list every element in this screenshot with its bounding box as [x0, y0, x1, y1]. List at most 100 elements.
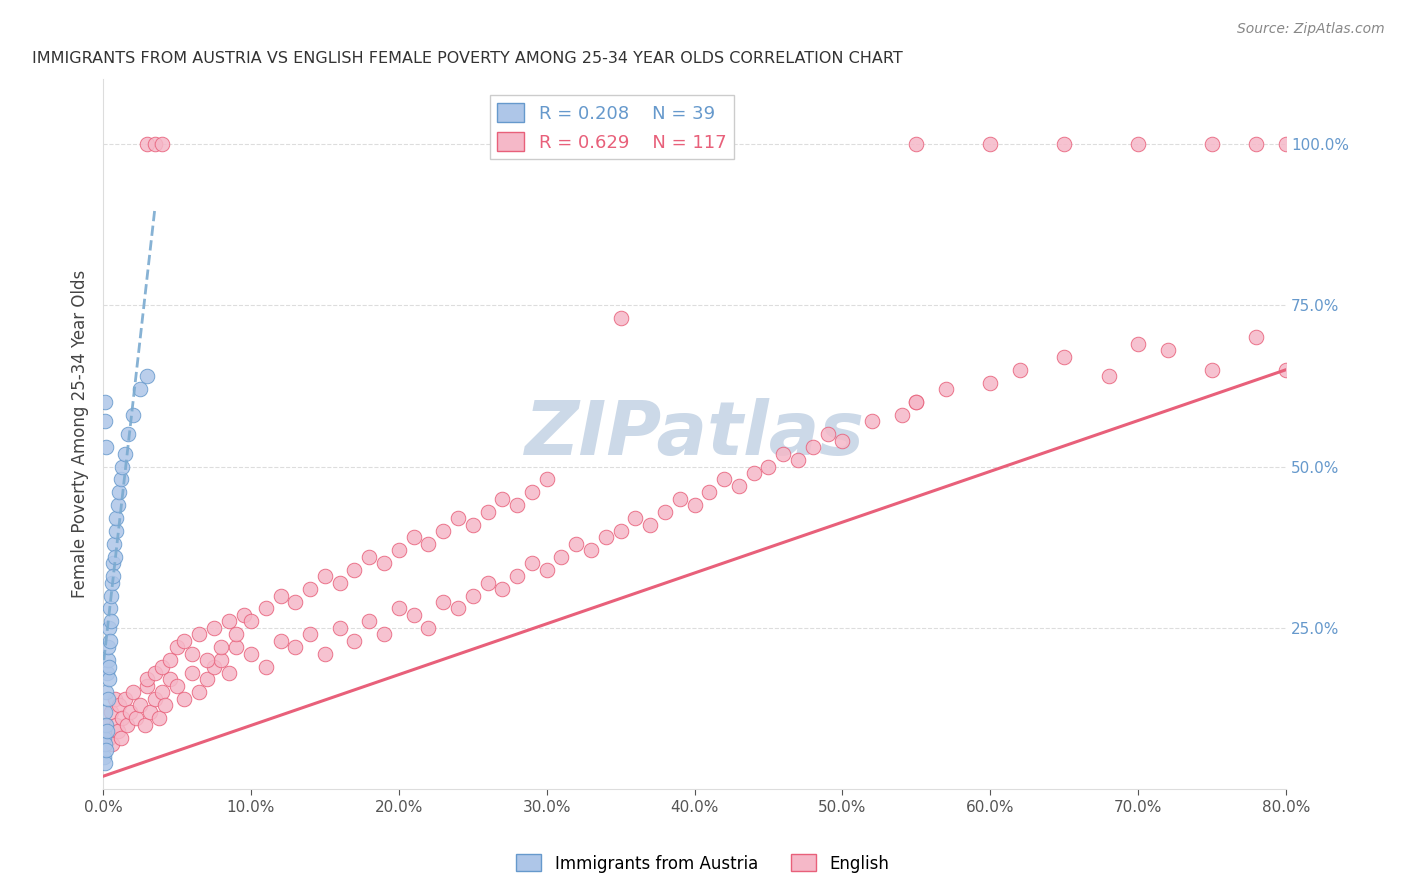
- Point: [860, 414, 883, 428]
- Point: [155, 698, 177, 713]
- Point: [110, 472, 132, 486]
- Point: [979, 376, 1001, 390]
- Point: [121, 408, 143, 422]
- Point: [772, 447, 794, 461]
- Point: [188, 685, 211, 699]
- Point: [742, 466, 765, 480]
- Point: [93, 414, 115, 428]
- Point: [98, 621, 121, 635]
- Point: [94, 685, 117, 699]
- Point: [218, 665, 240, 680]
- Point: [506, 498, 529, 512]
- Point: [150, 136, 173, 151]
- Point: [402, 607, 425, 622]
- Point: [432, 595, 454, 609]
- Point: [270, 589, 292, 603]
- Point: [935, 382, 957, 396]
- Point: [93, 756, 115, 771]
- Point: [373, 557, 395, 571]
- Point: [536, 472, 558, 486]
- Point: [104, 524, 127, 538]
- Point: [905, 395, 928, 409]
- Point: [232, 607, 254, 622]
- Point: [713, 472, 735, 486]
- Text: ZIPatlas: ZIPatlas: [524, 398, 865, 471]
- Point: [638, 517, 661, 532]
- Point: [98, 731, 121, 745]
- Point: [118, 705, 141, 719]
- Point: [254, 601, 277, 615]
- Point: [180, 665, 202, 680]
- Point: [1097, 369, 1119, 384]
- Point: [579, 543, 602, 558]
- Point: [180, 647, 202, 661]
- Point: [979, 136, 1001, 151]
- Point: [1126, 136, 1149, 151]
- Point: [107, 724, 129, 739]
- Point: [107, 498, 129, 512]
- Text: IMMIGRANTS FROM AUSTRIA VS ENGLISH FEMALE POVERTY AMONG 25-34 YEAR OLDS CORRELAT: IMMIGRANTS FROM AUSTRIA VS ENGLISH FEMAL…: [32, 51, 903, 66]
- Point: [108, 485, 131, 500]
- Point: [461, 517, 484, 532]
- Point: [801, 440, 824, 454]
- Point: [94, 717, 117, 731]
- Point: [1246, 136, 1268, 151]
- Point: [654, 505, 676, 519]
- Point: [143, 691, 166, 706]
- Point: [520, 557, 543, 571]
- Point: [329, 621, 352, 635]
- Point: [96, 743, 118, 757]
- Point: [173, 633, 195, 648]
- Point: [1156, 343, 1178, 358]
- Point: [477, 505, 499, 519]
- Point: [108, 698, 131, 713]
- Point: [100, 705, 122, 719]
- Point: [93, 750, 115, 764]
- Point: [103, 569, 125, 583]
- Point: [96, 724, 118, 739]
- Point: [98, 659, 121, 673]
- Point: [105, 717, 128, 731]
- Point: [159, 653, 181, 667]
- Point: [136, 136, 159, 151]
- Point: [111, 459, 134, 474]
- Point: [388, 601, 411, 615]
- Point: [447, 601, 470, 615]
- Point: [609, 524, 631, 538]
- Point: [418, 621, 440, 635]
- Point: [1246, 330, 1268, 344]
- Point: [1008, 362, 1031, 376]
- Point: [166, 679, 188, 693]
- Point: [94, 705, 117, 719]
- Point: [343, 633, 366, 648]
- Point: [209, 640, 232, 655]
- Point: [96, 665, 118, 680]
- Point: [905, 395, 928, 409]
- Point: [520, 485, 543, 500]
- Point: [284, 640, 307, 655]
- Point: [121, 685, 143, 699]
- Point: [787, 453, 810, 467]
- Point: [890, 408, 912, 422]
- Point: [254, 659, 277, 673]
- Point: [314, 647, 336, 661]
- Point: [1201, 362, 1223, 376]
- Point: [418, 537, 440, 551]
- Point: [831, 434, 853, 448]
- Point: [100, 615, 122, 629]
- Point: [173, 691, 195, 706]
- Point: [1053, 136, 1076, 151]
- Point: [491, 491, 513, 506]
- Point: [114, 447, 136, 461]
- Point: [104, 549, 127, 564]
- Point: [94, 440, 117, 454]
- Point: [491, 582, 513, 596]
- Point: [110, 731, 132, 745]
- Point: [209, 653, 232, 667]
- Point: [101, 557, 124, 571]
- Point: [136, 369, 159, 384]
- Point: [314, 569, 336, 583]
- Point: [150, 659, 173, 673]
- Point: [683, 498, 706, 512]
- Point: [166, 640, 188, 655]
